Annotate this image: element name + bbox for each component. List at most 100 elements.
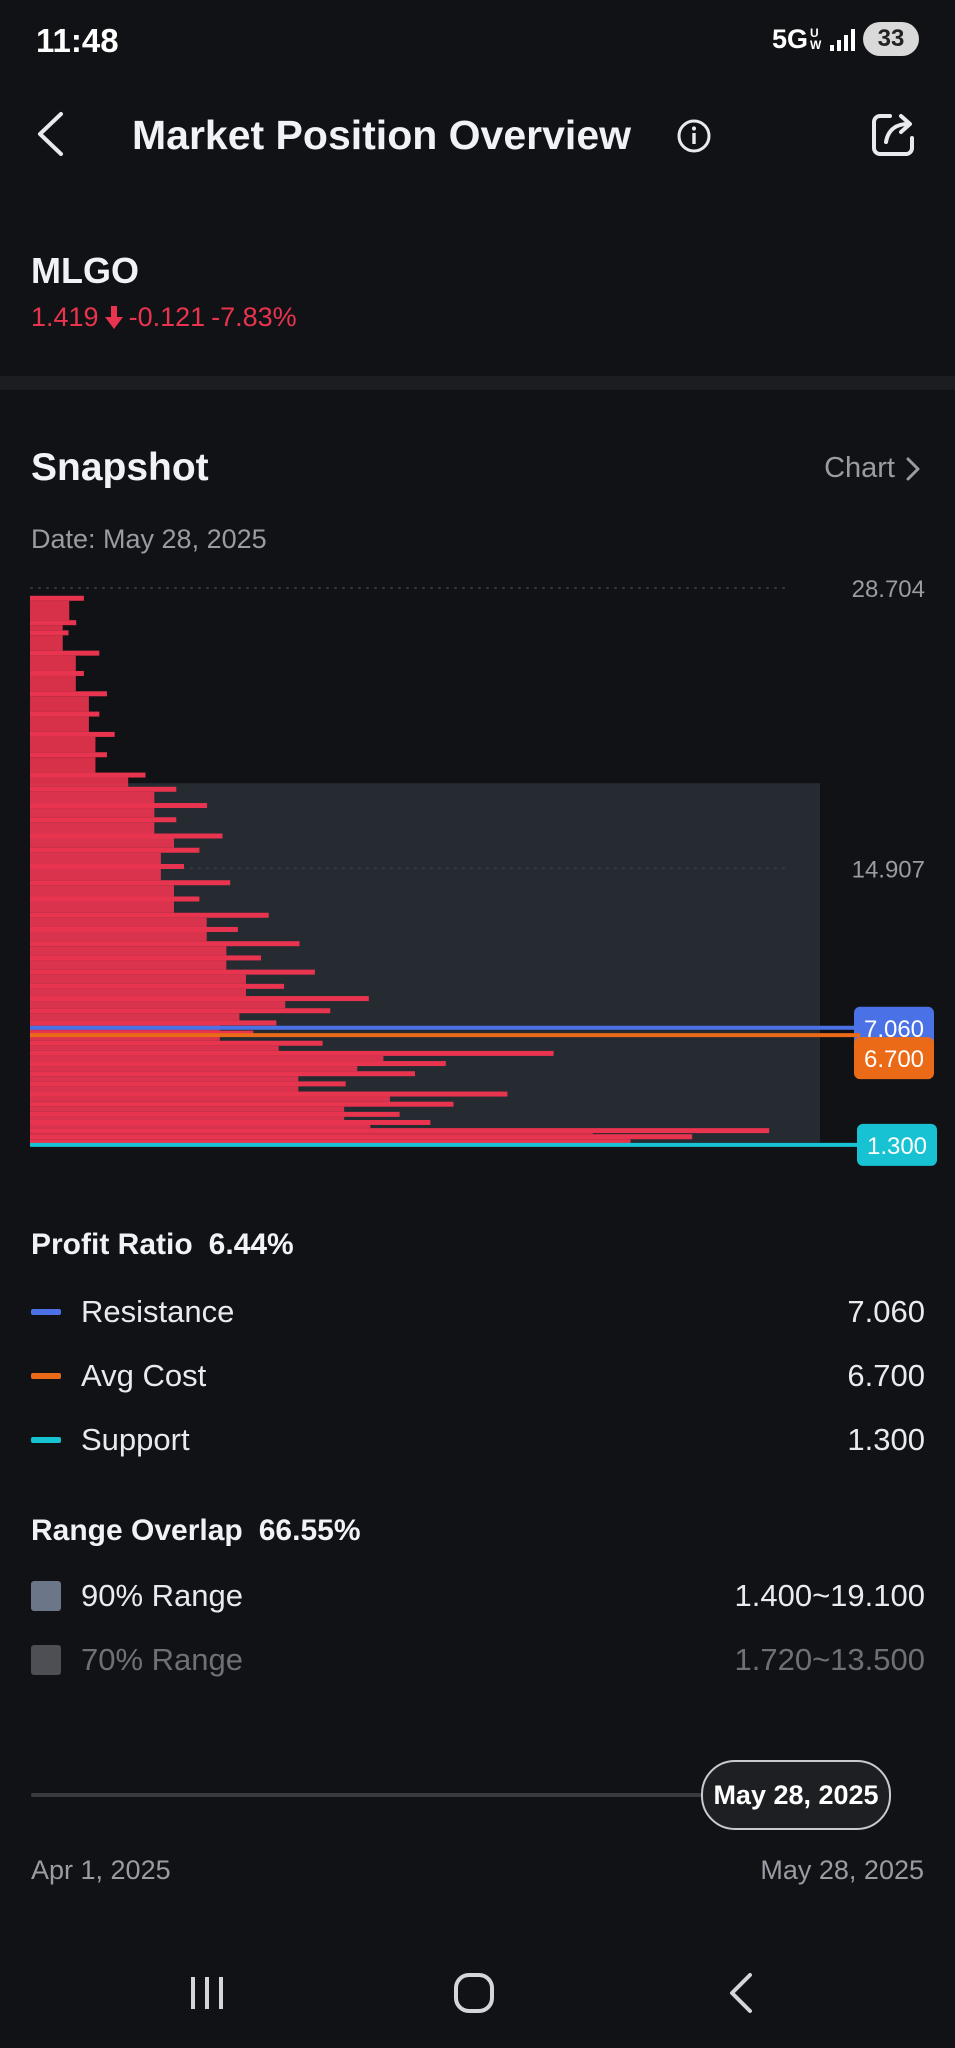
profile-bar-fill bbox=[30, 1001, 286, 1009]
profile-bar-fill bbox=[30, 675, 76, 692]
profile-bar bbox=[30, 833, 223, 839]
profile-bar-fill bbox=[30, 1086, 299, 1092]
legend-value: 7.060 bbox=[847, 1294, 925, 1329]
profile-bar bbox=[30, 983, 285, 989]
legend-value: 6.700 bbox=[847, 1358, 925, 1393]
date-slider-thumb[interactable]: May 28, 2025 bbox=[701, 1760, 891, 1830]
signal-icon bbox=[830, 27, 855, 51]
profile-bar-fill bbox=[30, 625, 63, 631]
snapshot-title: Snapshot bbox=[31, 446, 209, 489]
profile-bar bbox=[30, 817, 177, 823]
battery-icon: 33 bbox=[863, 22, 919, 56]
profile-bar-fill bbox=[30, 716, 89, 732]
profile-bar bbox=[30, 880, 231, 886]
y-tick-label: 28.704 bbox=[852, 580, 925, 603]
profile-bar bbox=[30, 863, 184, 869]
info-button[interactable] bbox=[676, 118, 712, 154]
level-badge bbox=[854, 1037, 934, 1080]
profile-bar bbox=[30, 1134, 693, 1140]
recent-apps-button[interactable] bbox=[172, 1966, 242, 2020]
profit-ratio-value: 6.44% bbox=[208, 1228, 294, 1261]
profile-bar-fill bbox=[30, 1013, 240, 1021]
legend-label: 90% Range bbox=[81, 1578, 244, 1613]
legend-label: Avg Cost bbox=[81, 1358, 207, 1393]
profile-bar-fill bbox=[30, 1133, 593, 1135]
ticker-change-pct: -7.83% bbox=[211, 302, 297, 332]
share-button[interactable] bbox=[868, 108, 920, 160]
legend-resistance: Resistance 7.060 bbox=[31, 1290, 925, 1334]
profile-bar-fill bbox=[30, 1035, 220, 1041]
snapshot-date: Date: May 28, 2025 bbox=[31, 524, 267, 554]
profile-bar bbox=[30, 1030, 254, 1036]
profile-bar-fill bbox=[30, 917, 207, 927]
profile-bar-fill bbox=[30, 655, 76, 671]
ticker-symbol: MLGO bbox=[31, 250, 139, 291]
system-back-button[interactable] bbox=[706, 1966, 776, 2020]
profile-bar bbox=[30, 731, 115, 737]
profile-bar-fill bbox=[30, 1116, 345, 1120]
chevron-left-icon bbox=[38, 112, 63, 156]
home-button[interactable] bbox=[439, 1966, 509, 2020]
home-icon bbox=[454, 1973, 494, 2013]
profile-bar-fill bbox=[30, 946, 227, 956]
resistance-swatch bbox=[31, 1309, 61, 1315]
ticker-price: 1.419 bbox=[31, 302, 99, 332]
profile-bar-fill bbox=[30, 901, 174, 913]
profile-bar-fill bbox=[30, 988, 246, 997]
profile-bar-fill bbox=[30, 885, 174, 897]
profile-bar-fill bbox=[30, 1106, 345, 1112]
legend-label: Resistance bbox=[81, 1294, 235, 1329]
support-swatch bbox=[31, 1437, 61, 1443]
profile-bar-fill bbox=[30, 1096, 390, 1102]
legend-label: Support bbox=[81, 1422, 190, 1457]
status-time: 11:48 bbox=[36, 22, 119, 59]
profile-bar-fill bbox=[30, 822, 155, 834]
y-tick-label: 14.907 bbox=[852, 856, 925, 883]
back-icon bbox=[730, 1973, 752, 2013]
chevron-right-icon bbox=[906, 457, 920, 480]
legend-value: 1.400~19.100 bbox=[734, 1578, 926, 1613]
range-90-toggle[interactable]: 90% Range 1.400~19.100 bbox=[31, 1574, 925, 1618]
profile-bar-fill bbox=[30, 960, 227, 970]
profile-bar bbox=[30, 996, 369, 1002]
profile-bar bbox=[30, 1128, 770, 1134]
profile-bar-fill bbox=[30, 974, 246, 984]
arrow-down-icon bbox=[104, 305, 123, 329]
profile-bar bbox=[30, 630, 69, 636]
legend-support: Support 1.300 bbox=[31, 1418, 925, 1462]
profile-bar bbox=[30, 847, 200, 853]
profile-bar bbox=[30, 786, 177, 792]
legend-value: 1.720~13.500 bbox=[734, 1642, 926, 1677]
chart-link-label: Chart bbox=[824, 452, 895, 484]
profile-bar-fill bbox=[30, 1066, 358, 1072]
profile-bar bbox=[30, 926, 238, 932]
profile-bar-fill bbox=[30, 600, 70, 621]
profile-bar bbox=[30, 1091, 508, 1097]
range-90-swatch bbox=[31, 1581, 61, 1611]
profile-bar bbox=[30, 1050, 554, 1056]
profile-bar bbox=[30, 1008, 331, 1014]
avg-cost-swatch bbox=[31, 1373, 61, 1379]
profile-bar bbox=[30, 969, 315, 975]
profile-bar-fill bbox=[30, 1124, 371, 1129]
profile-bar-fill bbox=[30, 852, 161, 864]
date-slider-track[interactable] bbox=[31, 1793, 721, 1797]
ticker-quote: 1.419 -0.121 -7.83% bbox=[31, 302, 297, 333]
profile-bar-fill bbox=[30, 1076, 299, 1082]
back-button[interactable] bbox=[22, 106, 78, 162]
range-overlap-label: Range Overlap bbox=[31, 1514, 243, 1547]
profile-bar-fill bbox=[30, 696, 89, 712]
profile-bar bbox=[30, 1020, 277, 1026]
profile-bar-fill bbox=[30, 808, 155, 818]
legend-label: 70% Range bbox=[81, 1642, 244, 1677]
info-icon bbox=[677, 119, 711, 153]
profile-bar bbox=[30, 670, 84, 676]
profile-bar bbox=[30, 1040, 323, 1046]
range-70-toggle[interactable]: 70% Range 1.720~13.500 bbox=[31, 1638, 925, 1682]
profile-bar bbox=[30, 803, 208, 809]
profile-bar-fill bbox=[30, 1055, 384, 1062]
chart-link[interactable]: Chart bbox=[824, 452, 921, 485]
profile-bar bbox=[30, 691, 107, 697]
profile-bar bbox=[30, 955, 261, 961]
